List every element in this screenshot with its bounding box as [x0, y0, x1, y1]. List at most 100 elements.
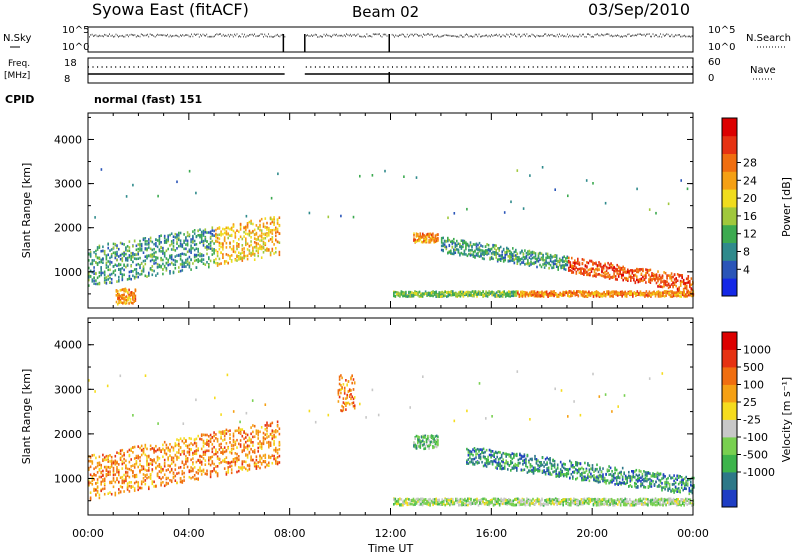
range-gate-cell: [163, 239, 166, 243]
range-gate-cell: [480, 244, 482, 247]
range-gate-cell: [656, 503, 658, 507]
range-gate-cell: [204, 433, 207, 437]
range-gate-cell: [606, 502, 608, 506]
range-gate-cell: [468, 245, 470, 248]
range-gate-cell: [419, 441, 422, 445]
range-gate-cell: [225, 230, 228, 233]
range-gate-cell: [107, 260, 109, 263]
range-gate-cell: [666, 291, 669, 295]
range-gate-cell: [132, 270, 134, 273]
range-gate-cell: [185, 253, 187, 256]
range-gate-cell: [615, 500, 617, 503]
range-gate-cell: [134, 299, 137, 302]
range-gate-cell: [529, 174, 531, 177]
range-gate-cell: [98, 461, 101, 465]
range-gate-cell: [522, 253, 525, 256]
range-gate-cell: [178, 466, 180, 470]
range-gate-cell: [183, 239, 185, 243]
range-gate-cell: [689, 282, 691, 285]
range-gate-cell: [616, 278, 618, 281]
range-gate-cell: [663, 284, 665, 288]
range-gate-cell: [678, 291, 681, 295]
range-gate-cell: [540, 265, 543, 269]
range-gate-cell: [458, 504, 460, 507]
range-gate-cell: [555, 259, 558, 263]
range-gate-cell: [488, 502, 490, 506]
range-gate-cell: [521, 503, 524, 506]
range-gate-cell: [208, 456, 210, 460]
range-gate-cell: [193, 450, 196, 453]
range-gate-cell: [227, 253, 229, 257]
range-gate-cell: [462, 252, 464, 256]
range-gate-cell: [117, 302, 119, 306]
range-gate-cell: [485, 501, 487, 505]
range-gate-cell: [140, 480, 143, 483]
range-gate-cell: [158, 263, 161, 267]
range-gate-cell: [639, 293, 642, 297]
range-gate-cell: [110, 248, 113, 251]
range-gate-cell: [521, 295, 524, 298]
range-gate-cell: [112, 242, 115, 246]
range-gate-cell: [353, 381, 356, 384]
range-gate-cell: [348, 388, 351, 391]
range-gate-cell: [238, 469, 240, 473]
range-gate-cell: [509, 249, 511, 253]
range-gate-cell: [204, 463, 207, 466]
range-gate-cell: [558, 263, 561, 267]
range-gate-cell: [93, 259, 95, 262]
range-gate-cell: [622, 274, 624, 277]
range-gate-cell: [513, 250, 516, 254]
range-gate-cell: [621, 290, 623, 293]
range-gate-cell: [526, 500, 528, 504]
range-gate-cell: [243, 460, 245, 463]
range-gate-cell: [673, 283, 676, 286]
range-gate-cell: [546, 252, 549, 256]
range-gate-cell: [232, 460, 235, 464]
range-gate-cell: [627, 271, 629, 274]
range-gate-cell: [160, 467, 162, 470]
range-gate-cell: [195, 191, 197, 195]
range-gate-cell: [486, 291, 489, 295]
range-gate-cell: [132, 414, 134, 417]
range-gate-cell: [669, 285, 671, 289]
range-gate-cell: [114, 480, 117, 484]
range-gate-cell: [246, 456, 249, 459]
range-gate-cell: [181, 259, 184, 263]
range-gate-cell: [548, 499, 551, 502]
range-gate-cell: [110, 465, 113, 468]
range-gate-cell: [466, 409, 468, 413]
range-gate-cell: [599, 263, 602, 267]
range-gate-cell: [107, 470, 109, 474]
range-gate-cell: [148, 243, 150, 246]
range-gate-cell: [550, 290, 552, 293]
range-gate-cell: [278, 448, 281, 451]
range-gate-cell: [165, 249, 168, 253]
range-gate-cell: [480, 249, 482, 252]
range-gate-cell: [414, 292, 416, 295]
range-gate-cell: [264, 428, 267, 431]
range-gate-cell: [613, 275, 615, 278]
range-gate-cell: [89, 481, 92, 485]
range-gate-cell: [613, 270, 615, 273]
range-gate-cell: [684, 501, 687, 505]
range-gate-cell: [213, 434, 215, 438]
range-gate-cell: [264, 459, 267, 463]
range-gate-cell: [480, 293, 483, 296]
range-gate-cell: [241, 468, 244, 471]
range-gate-cell: [589, 500, 592, 504]
range-gate-cell: [581, 272, 584, 275]
range-gate-cell: [167, 258, 169, 262]
range-gate-cell: [465, 293, 468, 296]
range-gate-cell: [660, 281, 662, 284]
range-gate-cell: [585, 290, 587, 294]
range-gate-cell: [236, 242, 238, 245]
range-gate-cell: [542, 253, 544, 257]
range-gate-cell: [504, 501, 507, 505]
range-gate-cell: [112, 477, 115, 480]
range-gate-cell: [535, 292, 537, 296]
range-gate-cell: [179, 258, 182, 261]
colorbar-swatch: [722, 224, 737, 243]
range-gate-cell: [635, 502, 637, 506]
range-gate-cell: [688, 293, 690, 297]
range-gate-cell: [126, 450, 129, 453]
